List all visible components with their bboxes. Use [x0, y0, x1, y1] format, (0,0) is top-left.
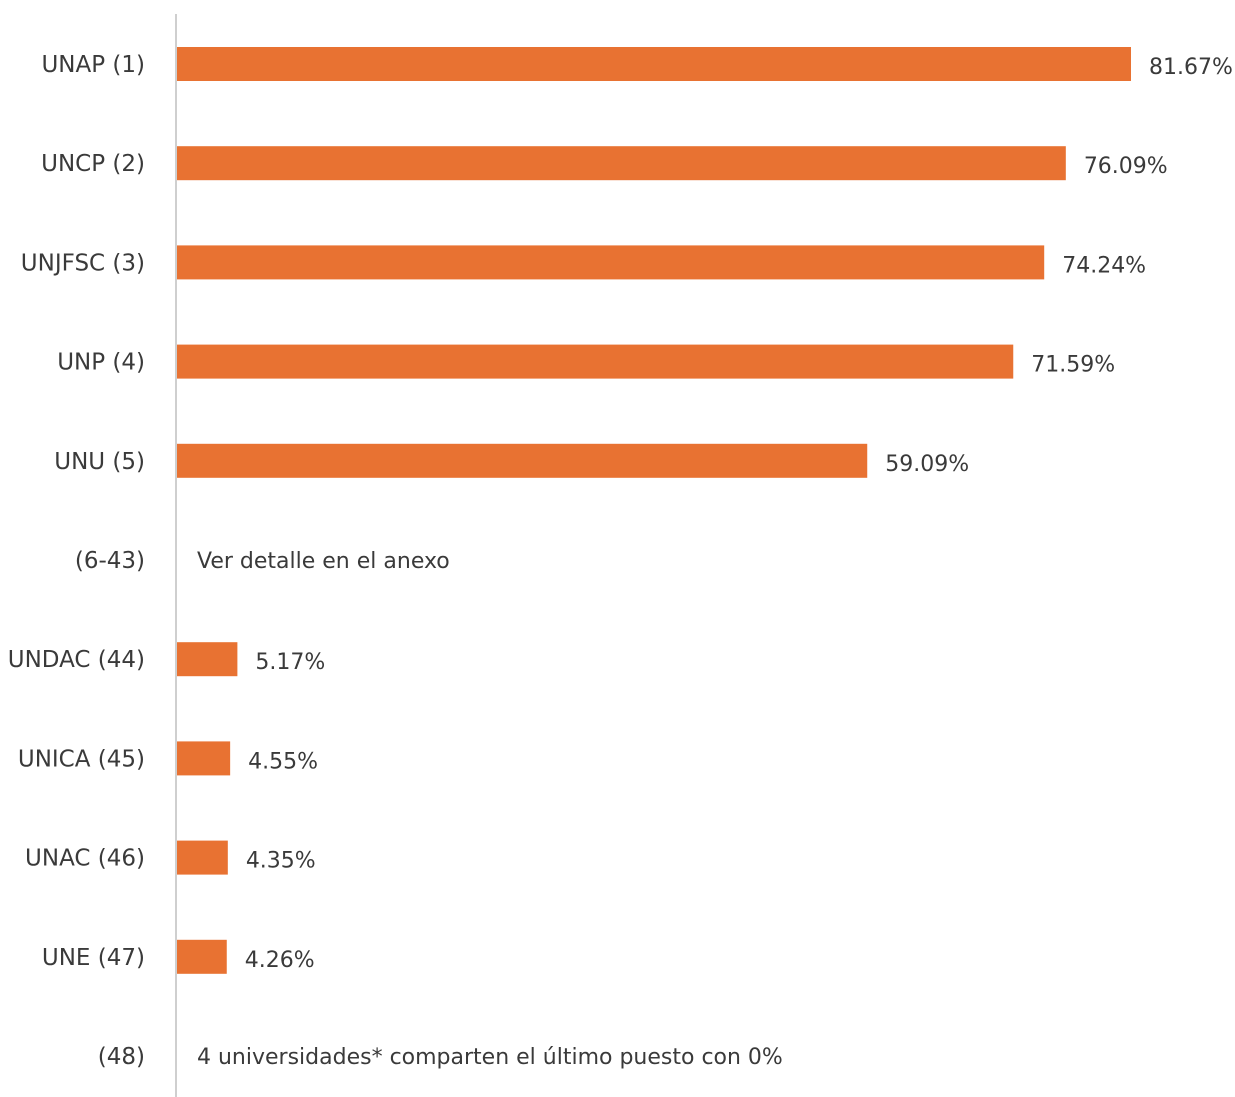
- category-label: UNAC (46): [25, 846, 145, 872]
- category-label: UNP (4): [57, 350, 145, 376]
- value-label: 4.35%: [246, 849, 316, 874]
- value-label: 5.17%: [255, 650, 325, 675]
- bar: [177, 146, 1066, 181]
- category-label: UNJFSC (3): [21, 250, 145, 276]
- category-label: UNU (5): [54, 449, 145, 475]
- value-label: 74.24%: [1062, 253, 1146, 278]
- category-label: UNAP (1): [41, 52, 145, 78]
- bar: [177, 939, 227, 974]
- category-label: UNCP (2): [41, 151, 145, 177]
- bar: [177, 642, 238, 677]
- bar: [177, 344, 1014, 379]
- bar: [177, 443, 868, 478]
- value-label: 71.59%: [1031, 353, 1115, 378]
- value-label: 4.55%: [248, 749, 318, 774]
- category-label: (6-43): [75, 548, 145, 574]
- bar: [177, 47, 1131, 81]
- bar: [177, 245, 1045, 280]
- bar: [177, 741, 231, 776]
- category-label: (48): [98, 1044, 145, 1070]
- category-label: UNE (47): [42, 945, 145, 971]
- category-label: UNICA (45): [18, 746, 145, 772]
- category-label: UNDAC (44): [8, 647, 145, 673]
- note-text: 4 universidades* comparten el último pue…: [197, 1045, 783, 1070]
- value-label: 76.09%: [1084, 154, 1168, 179]
- value-label: 59.09%: [885, 452, 969, 477]
- note-text: Ver detalle en el anexo: [197, 549, 450, 574]
- value-label: 4.26%: [245, 948, 315, 973]
- chart-rows: UNAP (1) 81.67% UNCP (2) 76.09% UNJFSC (3) 74…: [8, 47, 1233, 1070]
- bar: [177, 840, 228, 875]
- value-label: 81.67%: [1149, 55, 1233, 80]
